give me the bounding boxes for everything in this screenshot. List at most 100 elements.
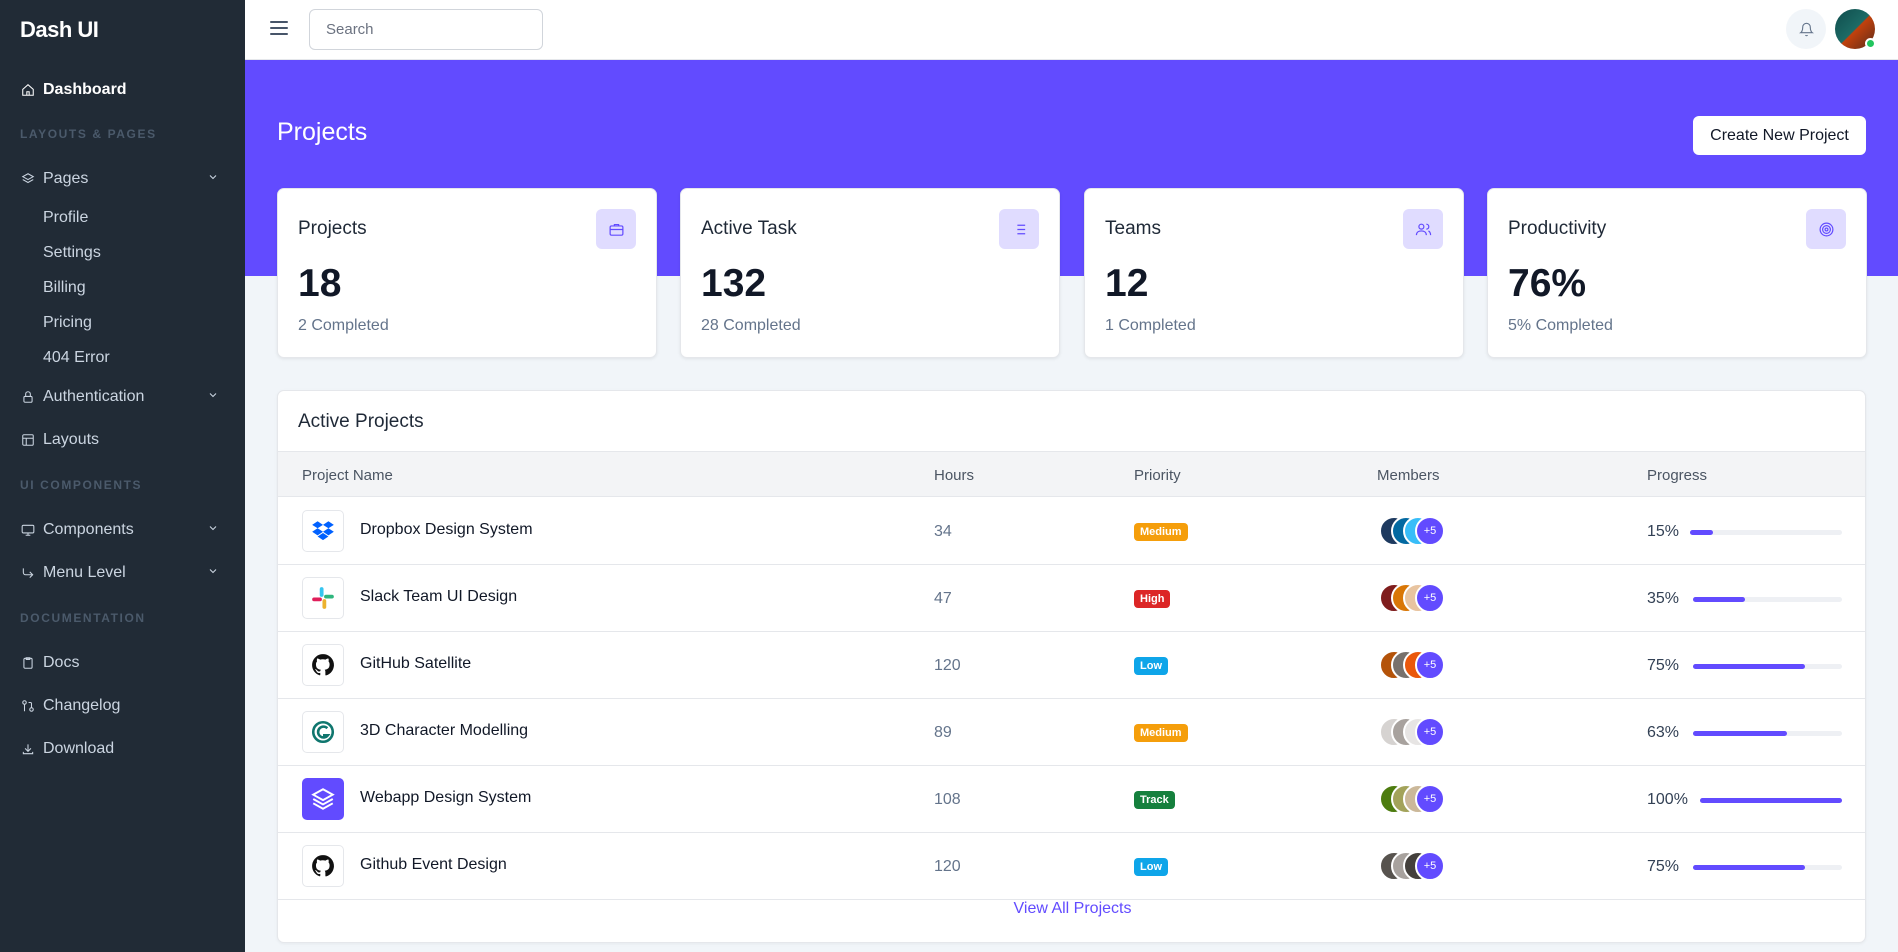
sidebar-item-label: Changelog: [43, 696, 121, 714]
lock-icon: [20, 389, 35, 404]
monitor-icon: [20, 522, 35, 537]
column-header-progress: Progress: [1647, 467, 1708, 484]
stat-title: Active Task: [701, 218, 797, 239]
layers-icon: [302, 778, 344, 820]
stat-card-productivity: Productivity 76% 5% Completed: [1487, 188, 1867, 358]
sidebar-item-pages[interactable]: Pages: [0, 157, 245, 200]
project-name[interactable]: Dropbox Design System: [360, 521, 533, 538]
create-project-button[interactable]: Create New Project: [1693, 116, 1866, 155]
sidebar-subitem-pricing[interactable]: Pricing: [43, 313, 92, 331]
stat-value: 12: [1105, 262, 1149, 305]
section-heading-layouts: LAYOUTS & PAGES: [20, 126, 157, 141]
sidebar-item-menu-level[interactable]: Menu Level: [0, 551, 245, 594]
members-extra-count[interactable]: +5: [1415, 650, 1445, 680]
sidebar-item-docs[interactable]: Docs: [0, 641, 245, 684]
members-extra-count[interactable]: +5: [1415, 784, 1445, 814]
sidebar-item-label: Pages: [43, 169, 89, 187]
online-status-dot: [1865, 38, 1876, 49]
sidebar-subitem-billing[interactable]: Billing: [43, 278, 86, 296]
stat-value: 76%: [1508, 262, 1587, 305]
sidebar-item-download[interactable]: Download: [0, 727, 245, 770]
active-projects-card: Active Projects Project Name Hours Prior…: [277, 390, 1866, 943]
progress-fill: [1693, 664, 1805, 669]
brand-logo[interactable]: Dash UI: [20, 17, 99, 42]
dropbox-icon: [302, 510, 344, 552]
project-name[interactable]: 3D Character Modelling: [360, 722, 529, 739]
project-hours: 108: [934, 791, 961, 808]
stat-title: Productivity: [1508, 218, 1607, 239]
chevron-down-icon: [207, 521, 219, 539]
table-row[interactable]: Slack Team UI Design 47 High +5 35%: [278, 565, 1865, 632]
project-name[interactable]: Slack Team UI Design: [360, 588, 518, 605]
target-icon: [1806, 209, 1846, 249]
project-name[interactable]: Webapp Design System: [360, 789, 532, 806]
progress-percent: 75%: [1647, 858, 1680, 875]
topbar: [245, 0, 1898, 60]
progress-fill: [1693, 731, 1787, 736]
git-pull-request-icon: [20, 698, 35, 713]
table-row[interactable]: Webapp Design System 108 Track +5 100%: [278, 766, 1865, 833]
stat-value: 132: [701, 262, 767, 305]
sidebar: Dash UI Dashboard LAYOUTS & PAGES Pages …: [0, 0, 245, 952]
table-row[interactable]: GitHub Satellite 120 Low +5 75%: [278, 632, 1865, 699]
stat-title: Projects: [298, 218, 367, 239]
table-row[interactable]: 3D Character Modelling 89 Medium +5 63%: [278, 699, 1865, 766]
progress-bar: [1693, 865, 1842, 870]
progress-fill: [1700, 798, 1842, 803]
stat-subtext: 1 Completed: [1105, 317, 1196, 334]
sidebar-item-dashboard[interactable]: Dashboard: [0, 70, 245, 110]
sidebar-item-label: Docs: [43, 653, 80, 671]
priority-badge: Medium: [1134, 724, 1188, 742]
briefcase-icon: [596, 209, 636, 249]
download-icon: [20, 741, 35, 756]
chevron-down-icon: [207, 170, 219, 188]
progress-percent: 63%: [1647, 724, 1680, 741]
user-avatar[interactable]: [1835, 9, 1876, 49]
stat-value: 18: [298, 262, 342, 305]
column-header-project-name: Project Name: [302, 467, 393, 484]
project-name[interactable]: GitHub Satellite: [360, 655, 472, 672]
3d-logo-icon: [302, 711, 344, 753]
priority-badge: Track: [1134, 791, 1175, 809]
sidebar-item-changelog[interactable]: Changelog: [0, 684, 245, 727]
project-hours: 120: [934, 858, 961, 875]
column-header-members: Members: [1377, 467, 1440, 484]
corner-icon: [20, 565, 35, 580]
stat-card-projects: Projects 18 2 Completed: [277, 188, 657, 358]
priority-badge: High: [1134, 590, 1171, 608]
progress-fill: [1693, 597, 1746, 602]
layers-icon: [20, 171, 35, 186]
project-name[interactable]: Github Event Design: [360, 856, 507, 873]
sidebar-subitem-profile[interactable]: Profile: [43, 208, 89, 226]
sidebar-item-layouts[interactable]: Layouts: [0, 418, 245, 461]
sidebar-item-label: Layouts: [43, 430, 100, 448]
section-heading-docs: DOCUMENTATION: [20, 610, 146, 625]
sidebar-item-label: Dashboard: [43, 81, 127, 98]
table-row[interactable]: Github Event Design 120 Low +5 75%: [278, 833, 1865, 900]
sidebar-subitem-settings[interactable]: Settings: [43, 243, 101, 261]
column-header-priority: Priority: [1134, 467, 1181, 484]
stat-card-teams: Teams 12 1 Completed: [1084, 188, 1464, 358]
progress-percent: 35%: [1647, 590, 1680, 607]
notification-bell-icon[interactable]: [1786, 9, 1826, 49]
stat-title: Teams: [1105, 218, 1161, 239]
sidebar-item-label: Download: [43, 739, 115, 757]
slack-icon: [302, 577, 344, 619]
sidebar-subitem-404[interactable]: 404 Error: [43, 348, 110, 366]
members-extra-count[interactable]: +5: [1415, 583, 1445, 613]
sidebar-item-components[interactable]: Components: [0, 508, 245, 551]
members-extra-count[interactable]: +5: [1415, 851, 1445, 881]
project-hours: 89: [934, 724, 952, 741]
home-icon: [20, 83, 35, 98]
card-title: Active Projects: [298, 411, 424, 432]
table-row[interactable]: Dropbox Design System 34 Medium +5 15%: [278, 498, 1865, 565]
stat-subtext: 28 Completed: [701, 317, 801, 334]
view-all-projects-link[interactable]: View All Projects: [1013, 900, 1132, 917]
members-extra-count[interactable]: +5: [1415, 516, 1445, 546]
sidebar-item-label: Authentication: [43, 387, 145, 405]
menu-toggle-icon[interactable]: [270, 21, 288, 39]
members-extra-count[interactable]: +5: [1415, 717, 1445, 747]
sidebar-item-authentication[interactable]: Authentication: [0, 375, 245, 418]
search-input[interactable]: [309, 9, 543, 50]
sidebar-item-label: Menu Level: [43, 563, 126, 581]
